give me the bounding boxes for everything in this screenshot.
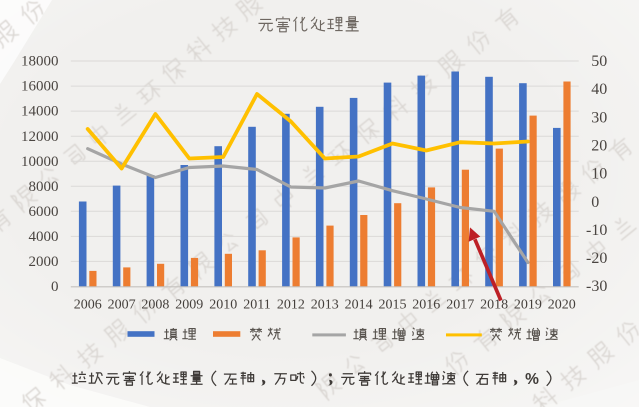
svg-text:0: 0: [591, 194, 599, 211]
svg-text:20: 20: [591, 137, 607, 154]
svg-text:-10: -10: [586, 222, 607, 239]
svg-text:0: 0: [51, 279, 59, 295]
svg-text:%: %: [525, 371, 539, 388]
svg-text:4000: 4000: [29, 229, 59, 245]
svg-text:30: 30: [591, 109, 607, 126]
svg-text:6000: 6000: [29, 204, 59, 220]
svg-text:50: 50: [591, 53, 607, 70]
svg-text:2006: 2006: [74, 297, 102, 312]
svg-text:2000: 2000: [29, 254, 59, 270]
svg-text:2016: 2016: [412, 297, 440, 312]
svg-text:8000: 8000: [29, 179, 59, 195]
svg-text:18000: 18000: [21, 54, 59, 70]
svg-text:2012: 2012: [277, 297, 305, 312]
svg-text:2008: 2008: [141, 297, 169, 312]
svg-text:14000: 14000: [21, 104, 59, 120]
svg-text:2018: 2018: [480, 297, 508, 312]
svg-text:10: 10: [591, 166, 607, 183]
svg-text:2019: 2019: [514, 297, 542, 312]
svg-text:2013: 2013: [311, 297, 339, 312]
svg-text:-30: -30: [586, 278, 607, 295]
svg-text:16000: 16000: [21, 79, 59, 95]
svg-text:10000: 10000: [21, 154, 59, 170]
svg-text:12000: 12000: [21, 129, 59, 145]
svg-text:2020: 2020: [548, 297, 576, 312]
svg-text:40: 40: [591, 81, 607, 98]
svg-text:2009: 2009: [175, 297, 203, 312]
svg-text:2015: 2015: [379, 297, 407, 312]
svg-text:-20: -20: [586, 250, 607, 267]
svg-text:2011: 2011: [243, 297, 270, 312]
svg-text:2007: 2007: [108, 297, 136, 312]
svg-text:2017: 2017: [446, 297, 474, 312]
svg-text:2014: 2014: [345, 297, 373, 312]
svg-text:2010: 2010: [209, 297, 237, 312]
